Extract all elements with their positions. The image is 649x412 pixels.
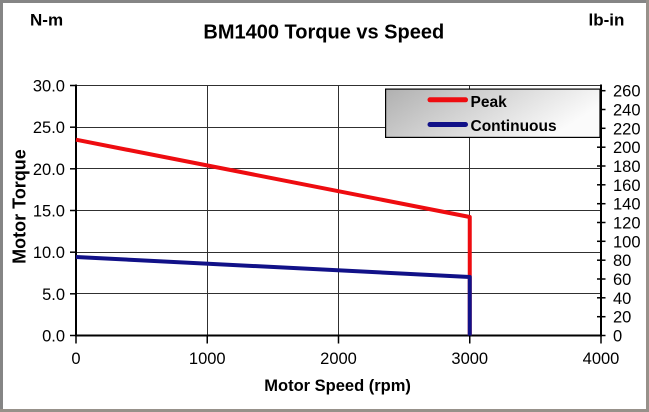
svg-text:260: 260 [613,83,641,101]
svg-text:Continuous: Continuous [471,118,557,135]
svg-text:140: 140 [613,196,641,214]
svg-text:3000: 3000 [451,350,488,368]
svg-text:2000: 2000 [320,350,357,368]
svg-text:0: 0 [613,328,622,346]
svg-text:10.0: 10.0 [33,244,65,262]
svg-text:80: 80 [613,252,631,270]
svg-text:Peak: Peak [471,94,508,111]
svg-text:180: 180 [613,158,641,176]
svg-text:4000: 4000 [583,350,620,368]
svg-text:200: 200 [613,139,641,157]
svg-text:25.0: 25.0 [33,119,65,137]
svg-text:160: 160 [613,177,641,195]
svg-text:40: 40 [613,290,631,308]
svg-text:BM1400 Torque vs Speed: BM1400 Torque vs Speed [203,22,444,44]
svg-text:5.0: 5.0 [42,286,65,304]
svg-text:Motor Torque: Motor Torque [10,149,30,264]
svg-text:1000: 1000 [189,350,226,368]
svg-text:20.0: 20.0 [33,161,65,179]
svg-text:Motor Speed (rpm): Motor Speed (rpm) [264,377,411,395]
svg-text:120: 120 [613,215,641,233]
svg-text:100: 100 [613,233,641,251]
svg-text:0: 0 [71,350,80,368]
svg-text:lb-in: lb-in [589,11,625,30]
svg-text:60: 60 [613,271,631,289]
svg-text:N-m: N-m [30,11,63,30]
svg-text:240: 240 [613,102,641,120]
svg-text:30.0: 30.0 [33,78,65,96]
svg-text:15.0: 15.0 [33,203,65,221]
svg-text:220: 220 [613,120,641,138]
svg-text:0.0: 0.0 [42,328,65,346]
svg-text:20: 20 [613,309,631,327]
